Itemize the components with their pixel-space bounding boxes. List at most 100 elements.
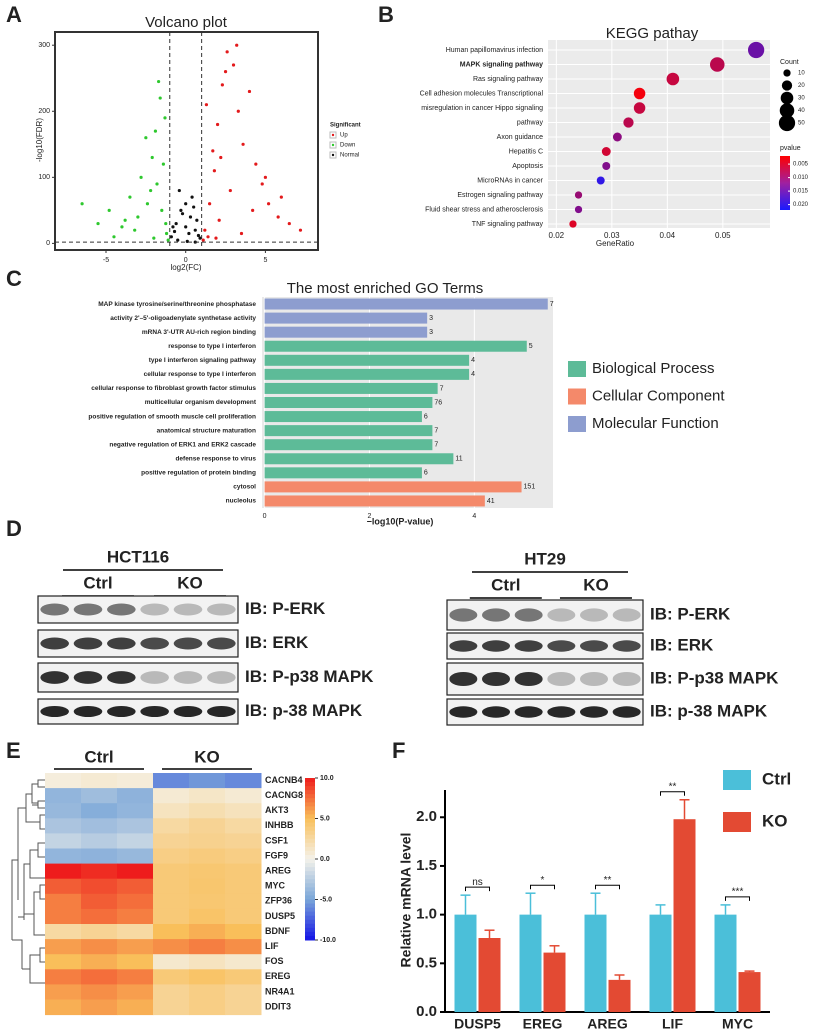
count-label: 7: [434, 442, 438, 449]
colorbar-segment: [305, 887, 315, 892]
colorbar-segment: [305, 911, 315, 917]
colorbar-segment: [305, 875, 315, 880]
bar: [608, 979, 631, 1012]
heat-cell: [45, 893, 82, 910]
bar: [264, 298, 548, 310]
heat-cell: [225, 939, 262, 955]
x-tick-label: -5: [103, 257, 109, 264]
heat-cell: [81, 984, 118, 1000]
x-tick-label: DUSP5: [454, 1016, 501, 1032]
point: [155, 182, 159, 186]
row-label: NR4A1: [265, 986, 295, 996]
heat-cell: [225, 803, 262, 819]
group-label: KO: [194, 747, 220, 766]
point: [220, 83, 224, 87]
y-tick-label: misregulation in cancer Hippo signaling: [421, 105, 543, 112]
count-label: 6: [424, 470, 428, 477]
colorbar-segment: [305, 927, 315, 933]
y-tick-label: MAP kinase tyrosine/serine/threonine pho…: [98, 301, 256, 308]
heat-cell: [225, 999, 262, 1016]
bar: [478, 938, 501, 1012]
colorbar-segment: [305, 822, 315, 828]
point: [112, 235, 116, 239]
point: [184, 225, 188, 229]
heat-cell: [153, 878, 190, 895]
point: [223, 70, 228, 74]
point: [171, 225, 175, 229]
heat-cell: [189, 924, 226, 940]
group-label: Ctrl: [491, 575, 520, 594]
point: [144, 136, 148, 140]
point: [212, 169, 216, 173]
heat-cell: [225, 969, 262, 985]
colorbar-label: -5.0: [320, 896, 332, 903]
y-tick-label: cellular response to type I interferon: [144, 371, 256, 378]
panel-letter: F: [392, 738, 405, 763]
heat-cell: [225, 908, 262, 925]
legend-label: Molecular Function: [592, 415, 719, 432]
point: [231, 63, 236, 67]
count-label: 41: [487, 498, 495, 505]
y-tick-label: response to type I interferon: [168, 343, 256, 350]
bar: [264, 425, 433, 437]
legend-label: Cellular Component: [592, 387, 725, 404]
x-tick-label: 0.03: [604, 231, 620, 240]
x-tick-label: LIF: [662, 1016, 683, 1032]
heat-cell: [117, 893, 154, 910]
heat-cell: [45, 818, 82, 834]
point: [203, 228, 207, 232]
row-label: BDNF: [265, 926, 290, 936]
panel-letter: D: [6, 516, 22, 541]
point: [190, 195, 194, 199]
point: [136, 215, 140, 219]
bar: [264, 354, 470, 366]
dendrogram: [11, 779, 45, 984]
point: [80, 202, 84, 206]
y-tick-label: 0.5: [416, 954, 437, 971]
panel-letter: A: [6, 2, 22, 27]
size-label: 20: [798, 83, 805, 89]
heat-cell: [189, 848, 226, 865]
y-tick-label: cytosol: [233, 484, 256, 491]
band: [40, 706, 69, 717]
heat-cell: [117, 833, 154, 849]
band: [482, 706, 510, 718]
count-label: 76: [434, 399, 442, 406]
point: [287, 221, 291, 226]
point: [157, 79, 161, 84]
band: [449, 608, 478, 622]
size-key: [778, 114, 796, 132]
count-label: 5: [529, 343, 533, 350]
heat-cell: [153, 893, 190, 910]
point: [251, 208, 255, 212]
point: [214, 236, 218, 240]
point: [195, 218, 199, 222]
point: [172, 229, 177, 234]
bar: [264, 368, 470, 380]
colorbar-segment: [305, 794, 315, 799]
heat-cell: [153, 863, 190, 880]
colorbar-segment: [305, 830, 315, 836]
y-tick-label: multicellular organism development: [145, 399, 257, 406]
y-tick-label: negative regulation of ERK1 and ERK2 cas…: [109, 441, 256, 448]
dot: [601, 147, 611, 156]
point: [276, 215, 280, 219]
colorbar-segment: [305, 859, 315, 864]
heat-cell: [45, 939, 82, 955]
heat-cell: [81, 848, 118, 865]
y-tick-label: TNF signaling pathway: [472, 221, 544, 228]
heat-cell: [117, 818, 154, 834]
point: [174, 221, 178, 226]
band: [173, 706, 203, 717]
band: [207, 637, 236, 650]
heat-cell: [117, 908, 154, 925]
group-label: Ctrl: [84, 747, 113, 766]
point: [266, 202, 271, 206]
heat-cell: [117, 803, 154, 819]
x-tick-label: 0: [263, 513, 267, 520]
heat-cell: [153, 773, 190, 789]
point: [176, 238, 180, 242]
row-label: FOS: [265, 956, 284, 966]
point: [219, 155, 223, 160]
size-label: 50: [798, 121, 805, 127]
